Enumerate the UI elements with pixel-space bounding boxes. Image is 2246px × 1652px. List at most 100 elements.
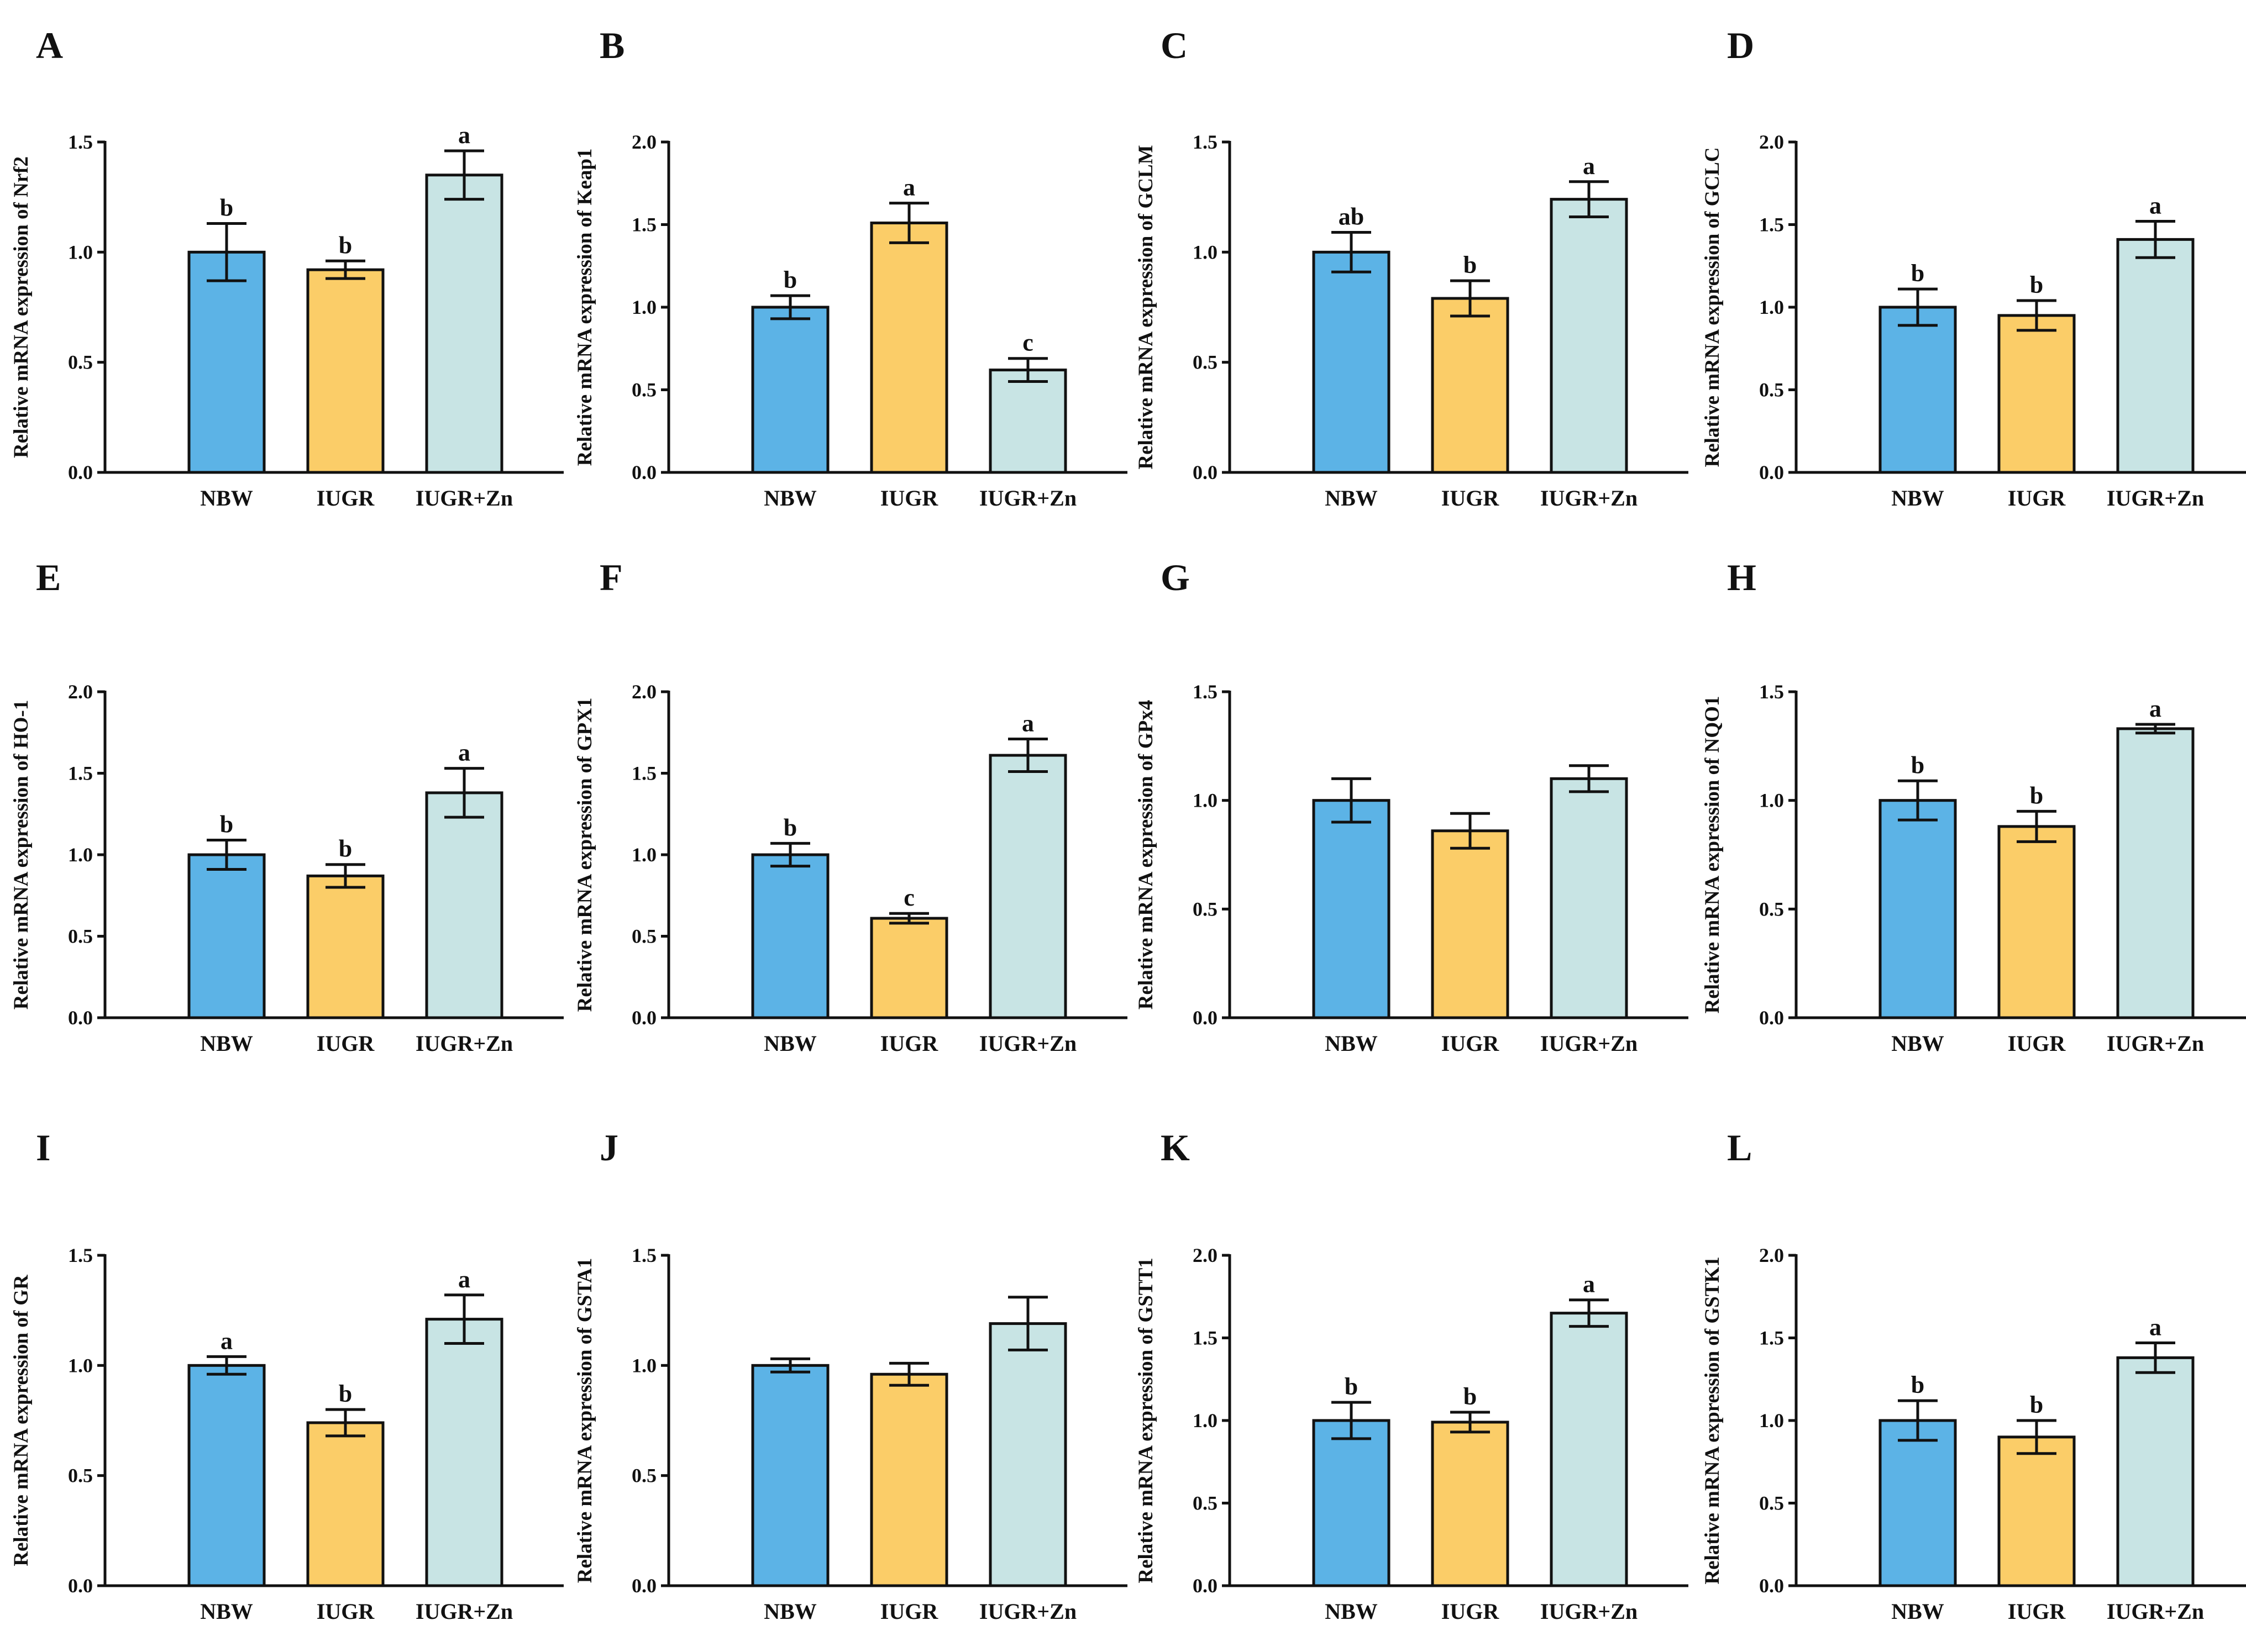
significance-letter: a (903, 174, 915, 201)
chart-panel-j: J Relative mRNA expression of GSTA1 0.0 0.5… (574, 1127, 1127, 1624)
significance-letter: b (220, 811, 233, 838)
chart-panel-i: I Relative mRNA expression of GR 0.0 0.5 1.0… (10, 1127, 564, 1624)
bar-iugr (1997, 314, 2076, 474)
x-category-label: NBW (1891, 486, 1944, 511)
x-category-label: IUGR (317, 486, 375, 511)
y-axis-title: Relative mRNA expression of GPX1 (574, 698, 596, 1012)
y-tick-label: 0.0 (632, 1575, 657, 1597)
x-category-label: IUGR (2008, 1599, 2066, 1624)
significance-letter: a (1583, 1271, 1595, 1298)
panel-letter-j: J (600, 1127, 618, 1169)
x-category-label: IUGR (1441, 486, 1500, 511)
bar-iugr (306, 1421, 385, 1587)
significance-letter: b (1911, 751, 1924, 778)
y-tick-label: 1.0 (632, 844, 657, 866)
bar-iugr-zn (2116, 727, 2195, 1019)
significance-letter: a (2149, 1313, 2161, 1340)
y-tick-label: 2.0 (1759, 131, 1784, 153)
panel-letter-f: F (600, 556, 623, 598)
y-tick-label: 1.5 (68, 762, 93, 785)
y-tick-label: 1.5 (632, 1244, 657, 1266)
panel-letter-d: D (1727, 24, 1754, 66)
y-tick-label: 0.0 (68, 1575, 93, 1597)
x-category-label: IUGR+Zn (979, 1031, 1077, 1056)
bar-iugr (1997, 825, 2076, 1019)
bar-iugr-zn (425, 791, 503, 1019)
x-category-label: IUGR (880, 486, 939, 511)
y-axis-title: Relative mRNA expression of Keap1 (574, 149, 596, 466)
panel-letter-c: C (1161, 24, 1188, 66)
y-axis-title: Relative mRNA expression of HO-1 (10, 700, 33, 1009)
y-tick-label: 2.0 (1193, 1244, 1218, 1266)
x-category-label: IUGR+Zn (2107, 486, 2204, 511)
bar-iugr-zn (425, 1318, 503, 1587)
y-axis-title: Relative mRNA expression of Nrf2 (10, 156, 33, 458)
bar-nbw (1878, 1419, 1957, 1587)
significance-letter: a (458, 122, 470, 149)
significance-letter: ab (1339, 203, 1364, 230)
significance-letter: c (1022, 329, 1033, 356)
x-category-label: NBW (1325, 486, 1378, 511)
chart-panel-e: E Relative mRNA expression of HO-1 0.0 0.5 1… (10, 556, 564, 1056)
x-category-label: IUGR (880, 1031, 939, 1056)
panel-letter-g: G (1161, 556, 1190, 598)
y-tick-label: 2.0 (632, 131, 657, 153)
bar-iugr (1431, 297, 1509, 474)
x-category-label: IUGR+Zn (979, 486, 1077, 511)
y-tick-label: 0.5 (68, 925, 93, 948)
y-tick-label: 1.5 (1193, 1327, 1218, 1349)
bar-iugr-zn (425, 173, 503, 474)
panel-letter-h: H (1727, 556, 1756, 598)
bar-nbw (751, 1364, 830, 1587)
y-axis-title: Relative mRNA expression of GCLC (1701, 148, 1724, 467)
bar-nbw (187, 1364, 266, 1587)
y-tick-label: 1.5 (68, 1244, 93, 1266)
y-tick-label: 1.5 (632, 762, 657, 785)
x-category-label: IUGR (1441, 1599, 1500, 1624)
significance-letter: a (1583, 152, 1595, 180)
bar-nbw (1312, 1419, 1390, 1587)
x-category-label: NBW (1891, 1031, 1944, 1056)
y-tick-label: 0.5 (632, 1465, 657, 1487)
significance-letter: b (339, 232, 352, 259)
significance-letter: b (1463, 1383, 1477, 1410)
significance-letter: b (2030, 271, 2043, 298)
x-category-label: NBW (200, 1031, 253, 1056)
significance-letter: b (1911, 1371, 1924, 1398)
y-tick-label: 1.5 (632, 214, 657, 236)
x-category-label: NBW (1891, 1599, 1944, 1624)
chart-panel-a: A Relative mRNA expression of Nrf2 0.0 0.5 1… (10, 24, 564, 511)
x-category-label: IUGR+Zn (416, 486, 513, 511)
x-category-label: NBW (764, 1031, 817, 1056)
y-axis-title: Relative mRNA expression of GSTK1 (1701, 1256, 1724, 1584)
significance-letter: b (1345, 1373, 1358, 1400)
x-category-label: NBW (200, 1599, 253, 1624)
y-tick-label: 2.0 (1759, 1244, 1784, 1266)
x-category-label: IUGR+Zn (2107, 1031, 2204, 1056)
y-tick-label: 0.0 (1759, 461, 1784, 483)
significance-letter: b (339, 835, 352, 862)
bar-iugr (306, 268, 385, 474)
x-category-label: NBW (764, 486, 817, 511)
significance-letter: a (458, 739, 470, 766)
chart-panel-h: H Relative mRNA expression of NQO1 0.0 0.5 1… (1701, 556, 2246, 1056)
bar-nbw (1878, 306, 1957, 474)
significance-letter: b (2030, 782, 2043, 809)
y-tick-label: 1.5 (1759, 681, 1784, 703)
bar-nbw (187, 250, 266, 474)
chart-panel-b: B Relative mRNA expression of Keap1 0.0 0.5… (574, 24, 1127, 511)
y-tick-label: 1.0 (632, 296, 657, 318)
chart-panel-c: C Relative mRNA expression of GCLM 0.0 0.5 1… (1135, 24, 1688, 511)
y-tick-label: 0.0 (1193, 461, 1218, 483)
bar-iugr-zn (989, 369, 1067, 474)
y-tick-label: 2.0 (68, 681, 93, 703)
panel-letter-e: E (36, 556, 61, 598)
significance-letter: a (2149, 192, 2161, 219)
bar-iugr-zn (1550, 198, 1628, 474)
y-tick-label: 1.0 (1193, 790, 1218, 812)
y-tick-label: 0.0 (632, 461, 657, 483)
chart-panel-l: L Relative mRNA expression of GSTK1 0.0 0.5… (1701, 1127, 2246, 1624)
bar-iugr-zn (1550, 777, 1628, 1019)
bar-iugr (870, 917, 948, 1019)
bar-iugr (1431, 1420, 1509, 1587)
